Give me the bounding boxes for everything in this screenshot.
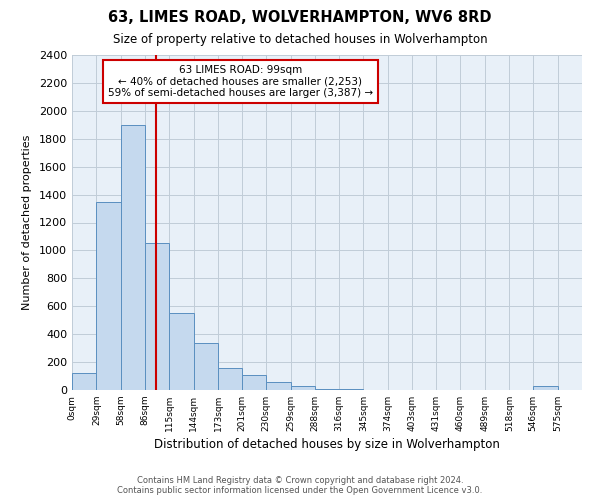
Text: Size of property relative to detached houses in Wolverhampton: Size of property relative to detached ho… [113, 32, 487, 46]
Bar [290, 386, 315, 390]
Text: Contains HM Land Registry data © Crown copyright and database right 2024.
Contai: Contains HM Land Registry data © Crown c… [118, 476, 482, 495]
Bar [72, 373, 97, 390]
Bar [169, 313, 194, 390]
Bar [121, 125, 145, 390]
Bar [145, 244, 169, 390]
Y-axis label: Number of detached properties: Number of detached properties [22, 135, 32, 310]
Bar [218, 368, 242, 390]
Bar [194, 342, 218, 390]
Text: 63 LIMES ROAD: 99sqm
← 40% of detached houses are smaller (2,253)
59% of semi-de: 63 LIMES ROAD: 99sqm ← 40% of detached h… [108, 65, 373, 98]
Bar [315, 388, 339, 390]
Text: 63, LIMES ROAD, WOLVERHAMPTON, WV6 8RD: 63, LIMES ROAD, WOLVERHAMPTON, WV6 8RD [108, 10, 492, 25]
Bar [533, 386, 557, 390]
Bar [97, 202, 121, 390]
Bar [242, 374, 266, 390]
Bar [266, 382, 290, 390]
X-axis label: Distribution of detached houses by size in Wolverhampton: Distribution of detached houses by size … [154, 438, 500, 451]
